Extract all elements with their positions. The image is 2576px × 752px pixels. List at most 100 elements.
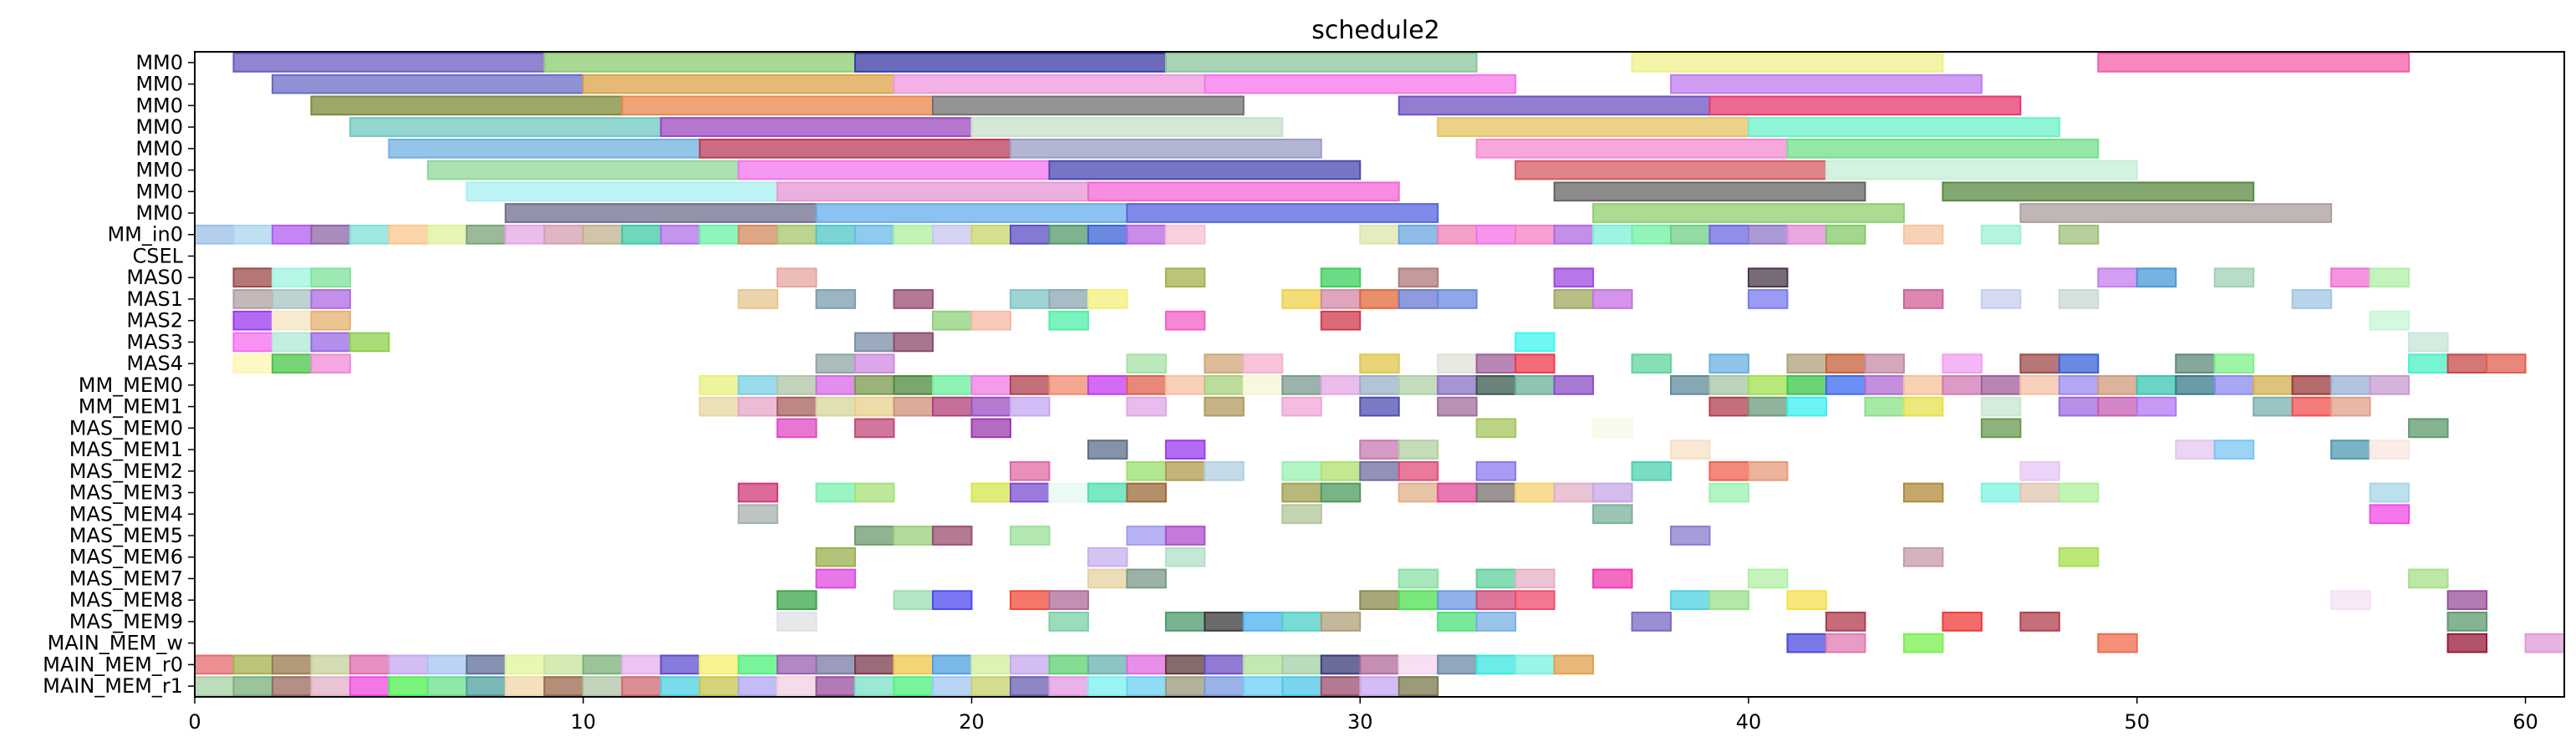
schedule-bar <box>426 224 468 245</box>
schedule-bar <box>2058 546 2100 567</box>
schedule-bar <box>349 117 662 137</box>
schedule-bar <box>1009 654 1051 675</box>
schedule-bar <box>1515 353 1555 373</box>
schedule-bar <box>970 396 1011 417</box>
schedule-bar <box>310 95 624 116</box>
schedule-bar <box>466 676 507 696</box>
schedule-bar <box>970 310 1011 331</box>
schedule-bar <box>2369 482 2411 503</box>
schedule-bar <box>1942 181 2255 202</box>
schedule-bar <box>1359 375 1400 395</box>
schedule-bar <box>1048 160 1362 180</box>
schedule-bar <box>1242 375 1284 395</box>
schedule-bar <box>1592 504 1633 525</box>
row-label: MAS_MEM1 <box>69 438 183 461</box>
schedule-bar <box>1825 633 1866 653</box>
schedule-bar <box>1397 267 1439 288</box>
schedule-bar <box>232 654 273 675</box>
schedule-bar <box>1786 396 1827 417</box>
row-label: MAS4 <box>126 352 183 375</box>
schedule-bar <box>1397 482 1439 503</box>
schedule-bar <box>737 160 1051 180</box>
schedule-bar <box>1204 375 1245 395</box>
row-label: MM0 <box>135 159 183 182</box>
schedule-bar <box>1475 224 1517 245</box>
schedule-bar <box>1942 375 1983 395</box>
schedule-bar <box>2213 267 2255 288</box>
schedule-bar <box>932 590 973 611</box>
schedule-bar <box>1980 289 2022 309</box>
schedule-bar <box>2097 633 2138 653</box>
schedule-bar <box>1475 590 1517 611</box>
schedule-bar <box>388 224 429 245</box>
schedule-bar <box>776 181 1089 202</box>
row-label: MAS0 <box>126 266 183 289</box>
schedule-bar <box>1475 138 1789 159</box>
schedule-bar <box>1902 633 1944 653</box>
schedule-bar <box>1126 203 1439 223</box>
schedule-bar <box>232 224 273 245</box>
schedule-bar <box>1281 289 1322 309</box>
row-label: MAIN_MEM_r1 <box>43 674 183 698</box>
schedule-bar <box>1009 676 1051 696</box>
schedule-bar <box>1553 654 1595 675</box>
schedule-bar <box>932 310 973 331</box>
schedule-bar <box>1320 310 1362 331</box>
schedule-bar <box>621 654 662 675</box>
schedule-bar <box>2524 633 2566 653</box>
schedule-bar <box>1437 482 1478 503</box>
row-label: MAS_MEM2 <box>69 460 183 483</box>
schedule-bar <box>2213 375 2255 395</box>
row-label: MM_MEM1 <box>79 395 183 419</box>
schedule-bar <box>1786 590 1827 611</box>
schedule-bar <box>1475 654 1517 675</box>
schedule-bar <box>2330 590 2371 611</box>
schedule-bar <box>1359 224 1400 245</box>
schedule-bar <box>310 224 351 245</box>
schedule-bar <box>1670 375 1711 395</box>
schedule-bar <box>1087 568 1128 589</box>
schedule-bar <box>1397 590 1439 611</box>
row-label: MM0 <box>135 51 183 74</box>
schedule-bar <box>1942 353 1983 373</box>
schedule-bar <box>1126 482 1167 503</box>
schedule-bar <box>621 224 662 245</box>
schedule-bar <box>2136 267 2177 288</box>
schedule-bar <box>737 482 779 503</box>
schedule-bar <box>854 224 895 245</box>
schedule-bar <box>2136 375 2177 395</box>
schedule-bar <box>2019 612 2060 632</box>
schedule-bar <box>737 676 779 696</box>
schedule-bar <box>2213 440 2255 460</box>
schedule-bar <box>1397 224 1439 245</box>
schedule-bar <box>1397 460 1439 481</box>
schedule-bar <box>271 353 313 373</box>
x-tick-label: 50 <box>2124 710 2150 734</box>
schedule-bar <box>1980 224 2022 245</box>
schedule-bar <box>1515 375 1555 395</box>
schedule-bar <box>932 95 1245 116</box>
x-tick-label: 60 <box>2512 710 2538 734</box>
schedule-bar <box>1825 375 1866 395</box>
schedule-bar <box>1087 482 1128 503</box>
schedule-bar <box>1359 590 1400 611</box>
schedule-bar <box>893 676 934 696</box>
schedule-bar <box>1164 526 1206 546</box>
schedule-bar <box>854 332 895 353</box>
chart-title: schedule2 <box>1311 16 1440 45</box>
schedule-bar <box>1087 654 1128 675</box>
schedule-bar <box>893 654 934 675</box>
schedule-bar <box>1748 267 1789 288</box>
schedule-bar <box>737 289 779 309</box>
schedule-bar <box>543 676 584 696</box>
schedule-bar <box>2019 375 2060 395</box>
schedule-bar <box>1437 224 1478 245</box>
row-label: MAS1 <box>126 287 183 311</box>
schedule-bar <box>1980 418 2022 439</box>
schedule-bar <box>1475 482 1517 503</box>
schedule-bar <box>466 181 779 202</box>
schedule-bar <box>1631 53 1944 73</box>
row-label: MAS_MEM0 <box>69 416 183 440</box>
schedule-bar <box>1204 396 1245 417</box>
schedule-bar <box>893 396 934 417</box>
